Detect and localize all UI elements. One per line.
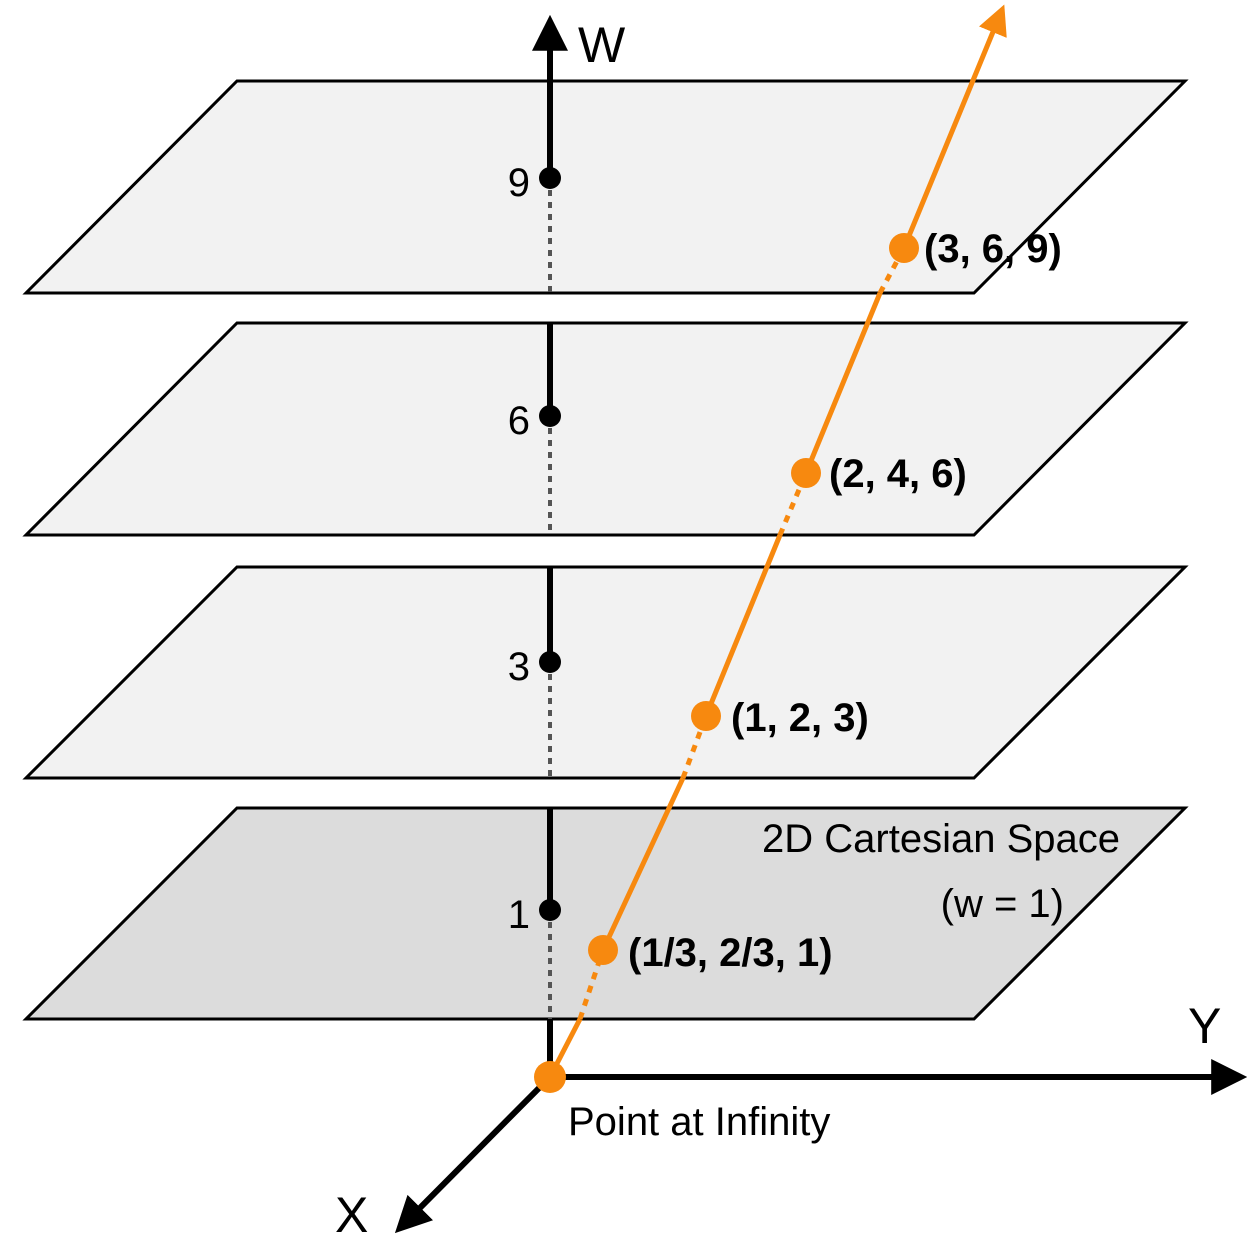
w-axis-label: W bbox=[578, 17, 626, 73]
base-plane-title: 2D Cartesian Space bbox=[762, 817, 1120, 861]
w-tick-label: 9 bbox=[508, 161, 530, 205]
point-label: (2, 4, 6) bbox=[829, 452, 967, 496]
ray-segment bbox=[600, 776, 686, 952]
w-tick-label: 6 bbox=[508, 399, 530, 443]
point-label: (1/3, 2/3, 1) bbox=[628, 931, 833, 975]
point-label: (1, 2, 3) bbox=[731, 696, 869, 740]
plane-w1 bbox=[22, 806, 1189, 1021]
w-tick-dot bbox=[539, 899, 561, 921]
w-tick-label: 3 bbox=[508, 645, 530, 689]
point-at-infinity-marker bbox=[534, 1061, 566, 1093]
x-axis-label: X bbox=[335, 1187, 368, 1243]
ray-arrow bbox=[901, 4, 1007, 249]
point-at-infinity-label: Point at Infinity bbox=[568, 1100, 830, 1144]
ray-dotted-segment bbox=[680, 715, 709, 779]
point-label: (3, 6, 9) bbox=[924, 227, 1062, 271]
x-axis bbox=[394, 1074, 553, 1234]
point-2-4-6 bbox=[791, 458, 821, 488]
point-3-6-9 bbox=[889, 233, 919, 263]
point-1-2-3 bbox=[691, 701, 721, 731]
w-tick-label: 1 bbox=[508, 893, 530, 937]
ray-segment bbox=[703, 534, 783, 717]
plane-w6 bbox=[22, 321, 1189, 537]
point-third bbox=[588, 935, 618, 965]
ray-segment bbox=[803, 292, 883, 474]
y-axis-label: Y bbox=[1188, 998, 1221, 1054]
w-tick-dot bbox=[539, 405, 561, 427]
plane-w3 bbox=[22, 565, 1189, 780]
w-tick-dot bbox=[539, 167, 561, 189]
base-plane-subtitle: (w = 1) bbox=[941, 882, 1064, 926]
w-tick-dot bbox=[539, 651, 561, 673]
